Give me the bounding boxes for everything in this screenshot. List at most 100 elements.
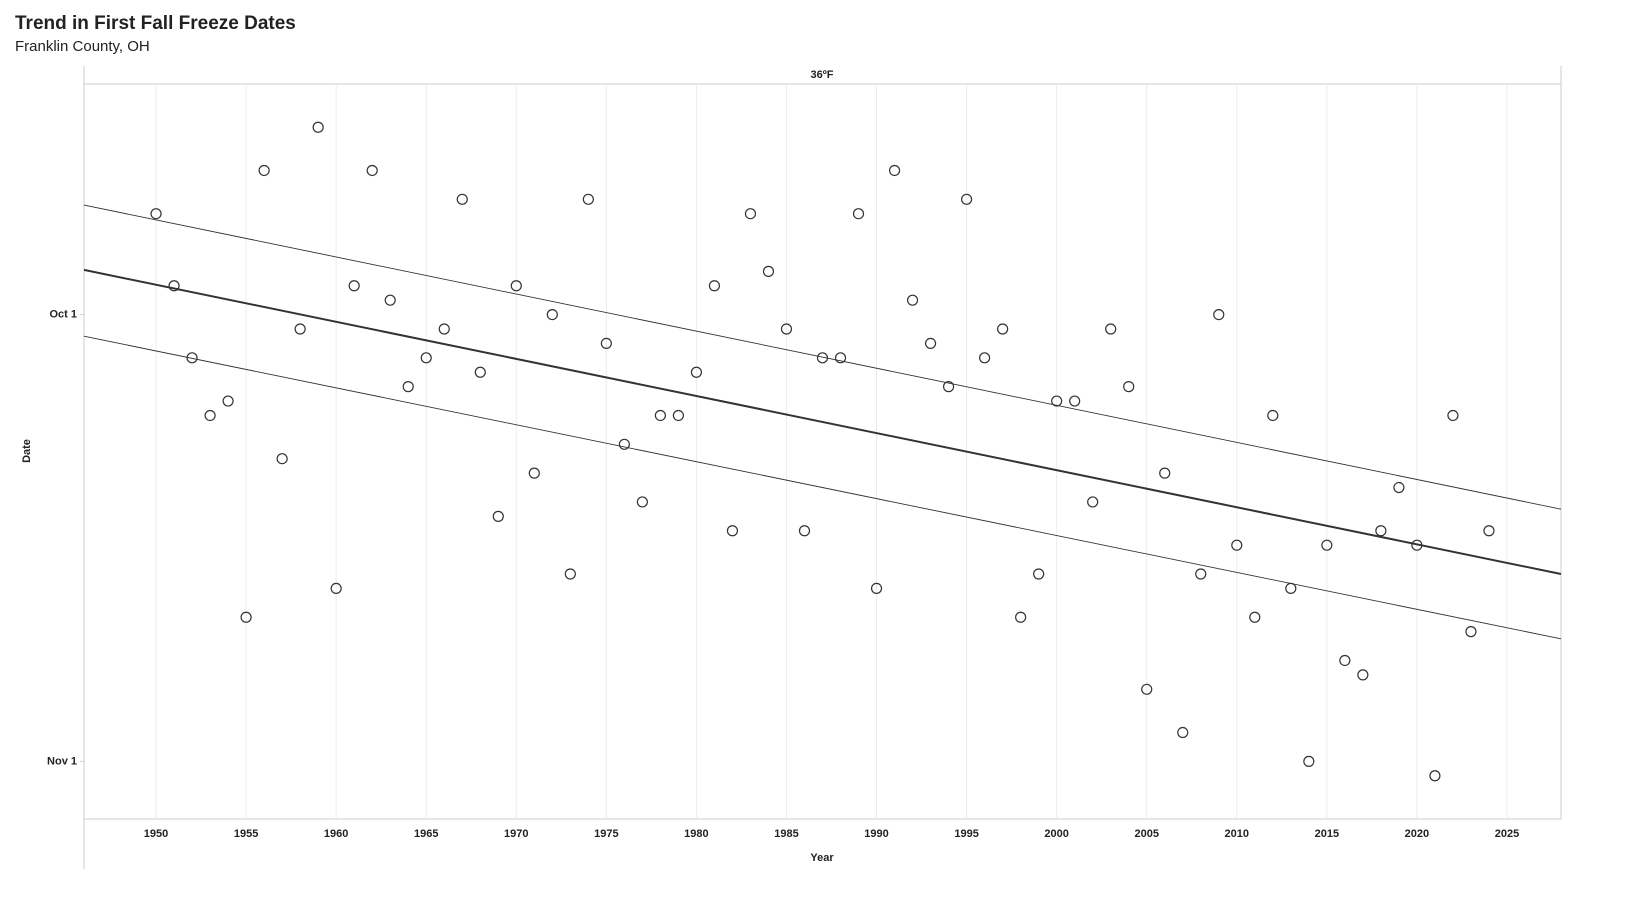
point [312,121,324,133]
point [1303,755,1315,767]
confidence-band [83,204,1562,510]
point [474,366,486,378]
point [690,366,703,378]
point [510,280,522,292]
point [1069,395,1081,407]
confidence-band [83,335,1562,640]
point [1033,568,1045,580]
point [852,208,865,220]
point [744,208,757,220]
x-tick-label: 2015 [1315,828,1339,840]
point [726,525,739,537]
point [888,164,901,177]
x-axis-label: Year [810,852,834,864]
point [402,381,414,393]
point [420,352,432,364]
x-tick-label: 1975 [594,828,618,840]
x-tick-label: 1985 [774,828,798,840]
x-tick-label: 1950 [144,828,168,840]
point [780,323,793,335]
point [997,323,1009,335]
x-tick-label: 1965 [414,828,438,840]
point [348,280,360,292]
point [1141,683,1153,695]
point [1015,611,1027,623]
point [1159,467,1171,479]
point [384,294,396,306]
point [1465,626,1477,638]
point [672,409,685,422]
point [456,193,468,205]
point [204,409,216,422]
point [330,582,342,595]
point [1249,611,1261,623]
point [582,193,594,205]
point [1267,409,1279,422]
point [1231,539,1243,551]
point [816,352,829,364]
point [1087,496,1099,508]
point [276,453,288,465]
point [564,568,576,580]
point [1051,395,1063,407]
point [294,323,306,335]
panel-label: 36ºF [811,69,834,81]
point [960,193,973,205]
x-tick-label: 1990 [864,828,888,840]
point [906,294,919,306]
y-tick-label: Oct 1 [49,308,77,320]
point [258,164,270,177]
x-tick-label: 1970 [504,828,528,840]
point [636,496,648,508]
point [1195,568,1207,580]
x-tick-label: 2020 [1405,828,1429,840]
chart-title: Trend in First Fall Freeze Dates [15,13,296,34]
point [1483,525,1495,537]
point [942,381,955,393]
point [528,467,540,479]
point [1339,654,1351,667]
x-tick-label: 2005 [1134,828,1158,840]
point [1213,308,1225,321]
point [1123,381,1135,393]
point [492,510,504,522]
point [240,611,252,623]
point [1321,539,1333,551]
x-tick-label: 1995 [954,828,978,840]
trend-line [83,268,1562,575]
point [1411,539,1423,551]
point [870,582,883,595]
point [924,337,937,350]
point [762,265,775,277]
point [1285,582,1297,595]
point [708,280,721,292]
y-axis-label: Date [21,439,33,463]
point [979,352,991,364]
chart-subtitle: Franklin County, OH [15,38,150,55]
point [168,280,180,292]
x-tick-label: 1955 [234,828,258,840]
x-tick-label: 1980 [684,828,708,840]
point [366,164,378,177]
point [186,352,198,364]
x-tick-label: 2010 [1225,828,1249,840]
point [1447,409,1459,422]
x-tick-label: 2000 [1044,828,1068,840]
x-tick-label: 1960 [324,828,348,840]
point [834,352,847,364]
point [1393,481,1405,494]
point [1357,669,1369,681]
point [222,395,234,407]
x-tick-label: 2025 [1495,828,1519,840]
point [798,525,811,537]
point [1429,770,1441,782]
point [600,337,612,350]
point [654,409,666,422]
point [618,438,630,450]
point [1177,726,1189,739]
point [1375,525,1387,537]
point [150,208,162,220]
point [1105,323,1117,335]
